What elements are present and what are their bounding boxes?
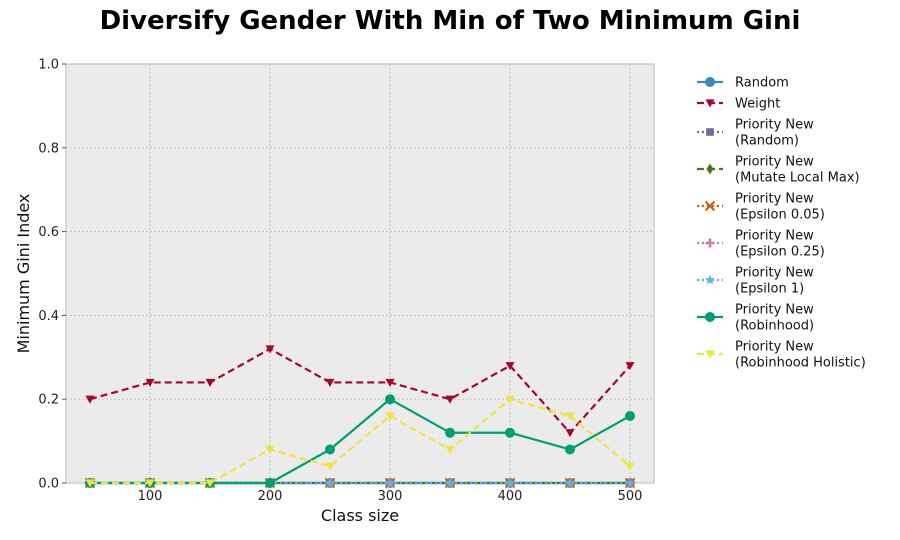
legend-item: Random [697,76,789,91]
y-tick-label: 0.4 [38,309,59,324]
legend-marker [705,350,715,359]
data-point [325,378,335,387]
data-point [505,427,515,438]
data-point [325,462,335,471]
legend-label: (Random) [735,134,799,149]
legend-label: Weight [735,97,780,112]
y-tick-label: 0.2 [38,393,59,408]
data-point [325,444,335,455]
legend-label: (Robinhood Holistic) [735,356,866,371]
legend-marker [704,274,716,285]
y-tick-label: 0.6 [38,225,59,240]
series-1 [85,345,635,438]
data-point [385,412,395,421]
data-point [445,427,455,438]
data-point [85,395,95,404]
y-tick-label: 0.8 [38,141,59,156]
x-tick-label: 500 [618,489,643,504]
legend-label: Priority New [735,340,814,355]
x-tick-label: 100 [138,489,163,504]
legend-item: Priority New(Robinhood) [697,303,814,334]
data-point [265,345,275,354]
legend-label: Priority New [735,303,814,318]
data-point [624,477,636,488]
data-point [85,479,95,488]
legend-item: Weight [697,97,780,112]
legend-item: Priority New(Epsilon 1) [697,266,814,297]
data-point [625,362,635,371]
data-point [145,479,155,488]
data-point [444,477,456,488]
legend-label: Priority New [735,155,814,170]
legend-item: Priority New(Mutate Local Max) [697,155,860,186]
series-line [90,398,631,485]
x-tick-label: 400 [498,489,523,504]
data-point [505,362,515,371]
legend-marker [705,77,715,87]
legend-label: Priority New [735,229,814,244]
legend-marker [705,238,715,248]
data-point [565,429,575,438]
data-point [385,378,395,387]
legend-marker [706,163,714,175]
series-8 [85,395,635,488]
data-point [384,477,396,488]
series-line [89,347,631,434]
x-tick-label: 300 [378,489,403,504]
chart-title: Diversify Gender With Min of Two Minimum… [99,6,801,36]
data-point [445,445,455,454]
data-point [565,412,575,421]
legend-item: Priority New(Epsilon 0.25) [697,229,825,260]
data-point [625,462,635,471]
legend-label: Priority New [735,118,814,133]
legend-label: Priority New [735,266,814,281]
x-tick-label: 200 [258,489,283,504]
legend-label: (Epsilon 1) [735,282,804,297]
legend-label: Priority New [735,192,814,207]
y-tick-label: 1.0 [38,58,59,73]
legend-marker [705,312,715,322]
data-point [205,479,215,488]
data-point [504,477,516,488]
data-point [265,478,275,488]
data-point [324,477,336,488]
legend-label: (Epsilon 0.25) [735,245,825,260]
legend-label: (Epsilon 0.05) [735,208,825,223]
data-point [205,378,215,387]
data-point [145,378,155,387]
legend-marker [706,128,714,136]
legend-marker [704,200,716,212]
y-tick-label: 0.0 [38,477,59,492]
data-point [445,395,455,404]
legend-label: (Mutate Local Max) [735,171,860,186]
legend-item: Priority New(Random) [697,118,814,149]
legend-item: Priority New(Epsilon 0.05) [697,192,825,223]
data-point [265,445,275,454]
data-point [564,477,576,488]
legend-marker [705,99,715,108]
legend-item: Priority New(Robinhood Holistic) [697,340,866,371]
y-axis-label: Minimum Gini Index [14,194,33,354]
x-axis-label: Class size [321,506,399,525]
data-point [625,410,635,421]
legend-label: Random [735,76,789,91]
data-point [565,444,575,455]
data-point [385,394,395,405]
plot-area [65,63,655,484]
legend-label: (Robinhood) [735,319,814,334]
data-point [505,395,515,404]
